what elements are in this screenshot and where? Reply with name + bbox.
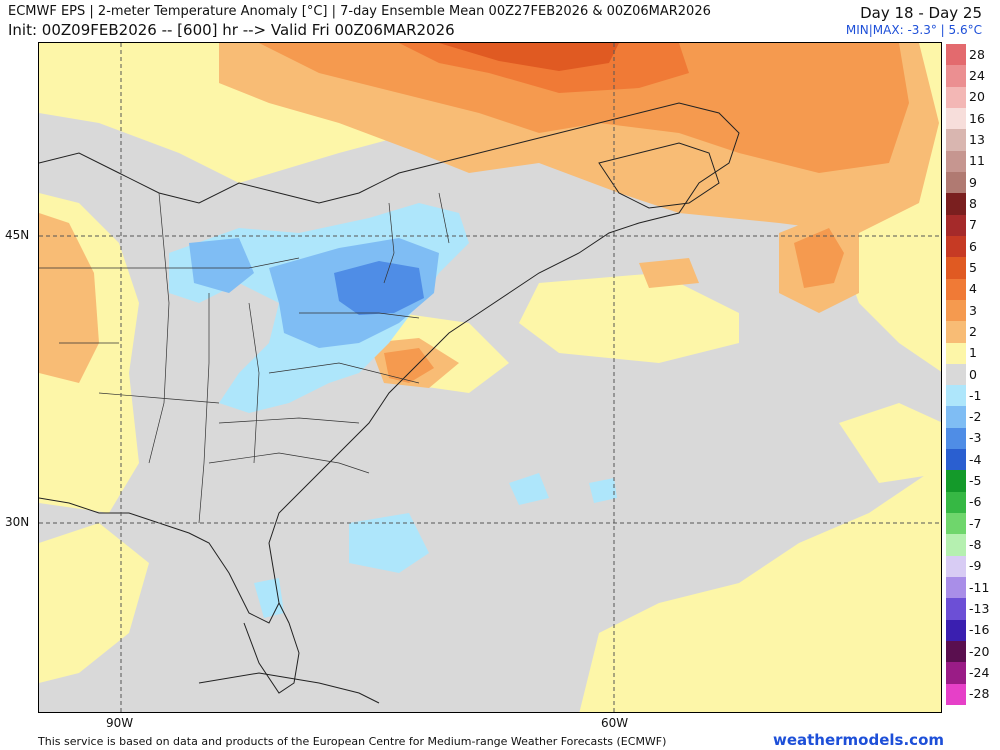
colorbar-swatch xyxy=(946,278,966,301)
colorbar-label: 16 xyxy=(969,110,985,126)
colorbar-label: 3 xyxy=(969,302,977,318)
min-max-readout: MIN|MAX: -3.3° | 5.6°C xyxy=(845,23,982,37)
colorbar-label: -1 xyxy=(969,387,982,403)
colorbar-swatch xyxy=(946,577,966,599)
political-borders xyxy=(39,192,450,524)
colorbar-swatch xyxy=(946,299,966,322)
colorbar-swatch xyxy=(946,534,966,557)
colorbar-label: 11 xyxy=(969,153,985,169)
cold-anomaly-3 xyxy=(334,261,424,315)
colorbar-swatch xyxy=(946,555,966,578)
map-title: ECMWF EPS | 2-meter Temperature Anomaly … xyxy=(8,4,711,19)
colorbar-swatch xyxy=(946,385,966,407)
colorbar-label: 4 xyxy=(969,281,977,297)
lon-label-90w: 90W xyxy=(106,716,134,730)
warm-anomaly-1 xyxy=(39,43,941,712)
warm-anomaly-5 xyxy=(439,43,619,71)
temperature-colorbar xyxy=(946,44,966,706)
colorbar-swatch xyxy=(946,683,966,706)
colorbar-label: -20 xyxy=(969,643,990,659)
colorbar-swatch xyxy=(946,257,966,280)
colorbar-swatch xyxy=(946,406,966,429)
colorbar-swatch xyxy=(946,598,966,621)
colorbar-swatch xyxy=(946,107,966,130)
colorbar-swatch xyxy=(946,150,966,173)
colorbar-swatch xyxy=(946,129,966,152)
colorbar-label: -4 xyxy=(969,451,982,467)
colorbar-swatch xyxy=(946,449,966,471)
lon-label-60w: 60W xyxy=(601,716,629,730)
colorbar-label: -2 xyxy=(969,409,982,425)
graticule xyxy=(39,43,941,712)
colorbar-label: -13 xyxy=(969,601,990,617)
colorbar-label: 9 xyxy=(969,174,977,190)
colorbar-label: 5 xyxy=(969,259,977,275)
colorbar-label: -8 xyxy=(969,537,982,553)
colorbar-label: 20 xyxy=(969,89,985,105)
colorbar-label: 7 xyxy=(969,217,977,233)
colorbar-swatch xyxy=(946,65,966,88)
brand-watermark[interactable]: weathermodels.com xyxy=(772,731,944,749)
colorbar-label: -24 xyxy=(969,665,990,681)
colorbar-label: -9 xyxy=(969,558,982,574)
colorbar-swatch xyxy=(946,171,966,194)
colorbar-swatch xyxy=(946,470,966,493)
colorbar-swatch xyxy=(946,321,966,343)
colorbar-label: -11 xyxy=(969,579,990,595)
colorbar-swatch xyxy=(946,427,966,450)
colorbar-label: 2 xyxy=(969,323,977,339)
colorbar-swatch xyxy=(946,86,966,109)
temperature-anomaly-map[interactable] xyxy=(38,42,942,713)
colorbar-label: 6 xyxy=(969,238,977,254)
colorbar-label: 0 xyxy=(969,366,977,382)
colorbar-swatch xyxy=(946,363,966,386)
ecmwf-attribution: This service is based on data and produc… xyxy=(38,735,667,748)
colorbar-swatch xyxy=(946,619,966,642)
colorbar-label: 13 xyxy=(969,131,985,147)
map-subtitle: Init: 00Z09FEB2026 -- [600] hr --> Valid… xyxy=(8,21,455,39)
colorbar-label: -16 xyxy=(969,622,990,638)
day-range-label: Day 18 - Day 25 xyxy=(860,4,982,22)
colorbar-swatch xyxy=(946,513,966,535)
colorbar-swatch xyxy=(946,214,966,237)
colorbar-swatch xyxy=(946,662,966,685)
colorbar-swatch xyxy=(946,491,966,514)
lat-label-30n: 30N xyxy=(5,515,30,529)
lat-label-45n: 45N xyxy=(5,228,30,242)
colorbar-label: -5 xyxy=(969,473,982,489)
colorbar-swatch xyxy=(946,44,966,66)
colorbar-label: -3 xyxy=(969,430,982,446)
colorbar-swatch xyxy=(946,641,966,663)
colorbar-label: 28 xyxy=(969,46,985,62)
colorbar-swatch xyxy=(946,342,966,365)
colorbar-label: 24 xyxy=(969,67,985,83)
colorbar-label: -6 xyxy=(969,494,982,510)
warm-anomaly-3 xyxy=(259,43,909,383)
colorbar-label: -28 xyxy=(969,686,990,702)
colorbar-swatch xyxy=(946,235,966,258)
colorbar-label: 1 xyxy=(969,345,977,361)
coastline-outlines xyxy=(39,102,740,704)
colorbar-label: 8 xyxy=(969,195,977,211)
colorbar-label: -7 xyxy=(969,515,982,531)
colorbar-swatch xyxy=(946,193,966,216)
map-canvas xyxy=(39,43,941,712)
